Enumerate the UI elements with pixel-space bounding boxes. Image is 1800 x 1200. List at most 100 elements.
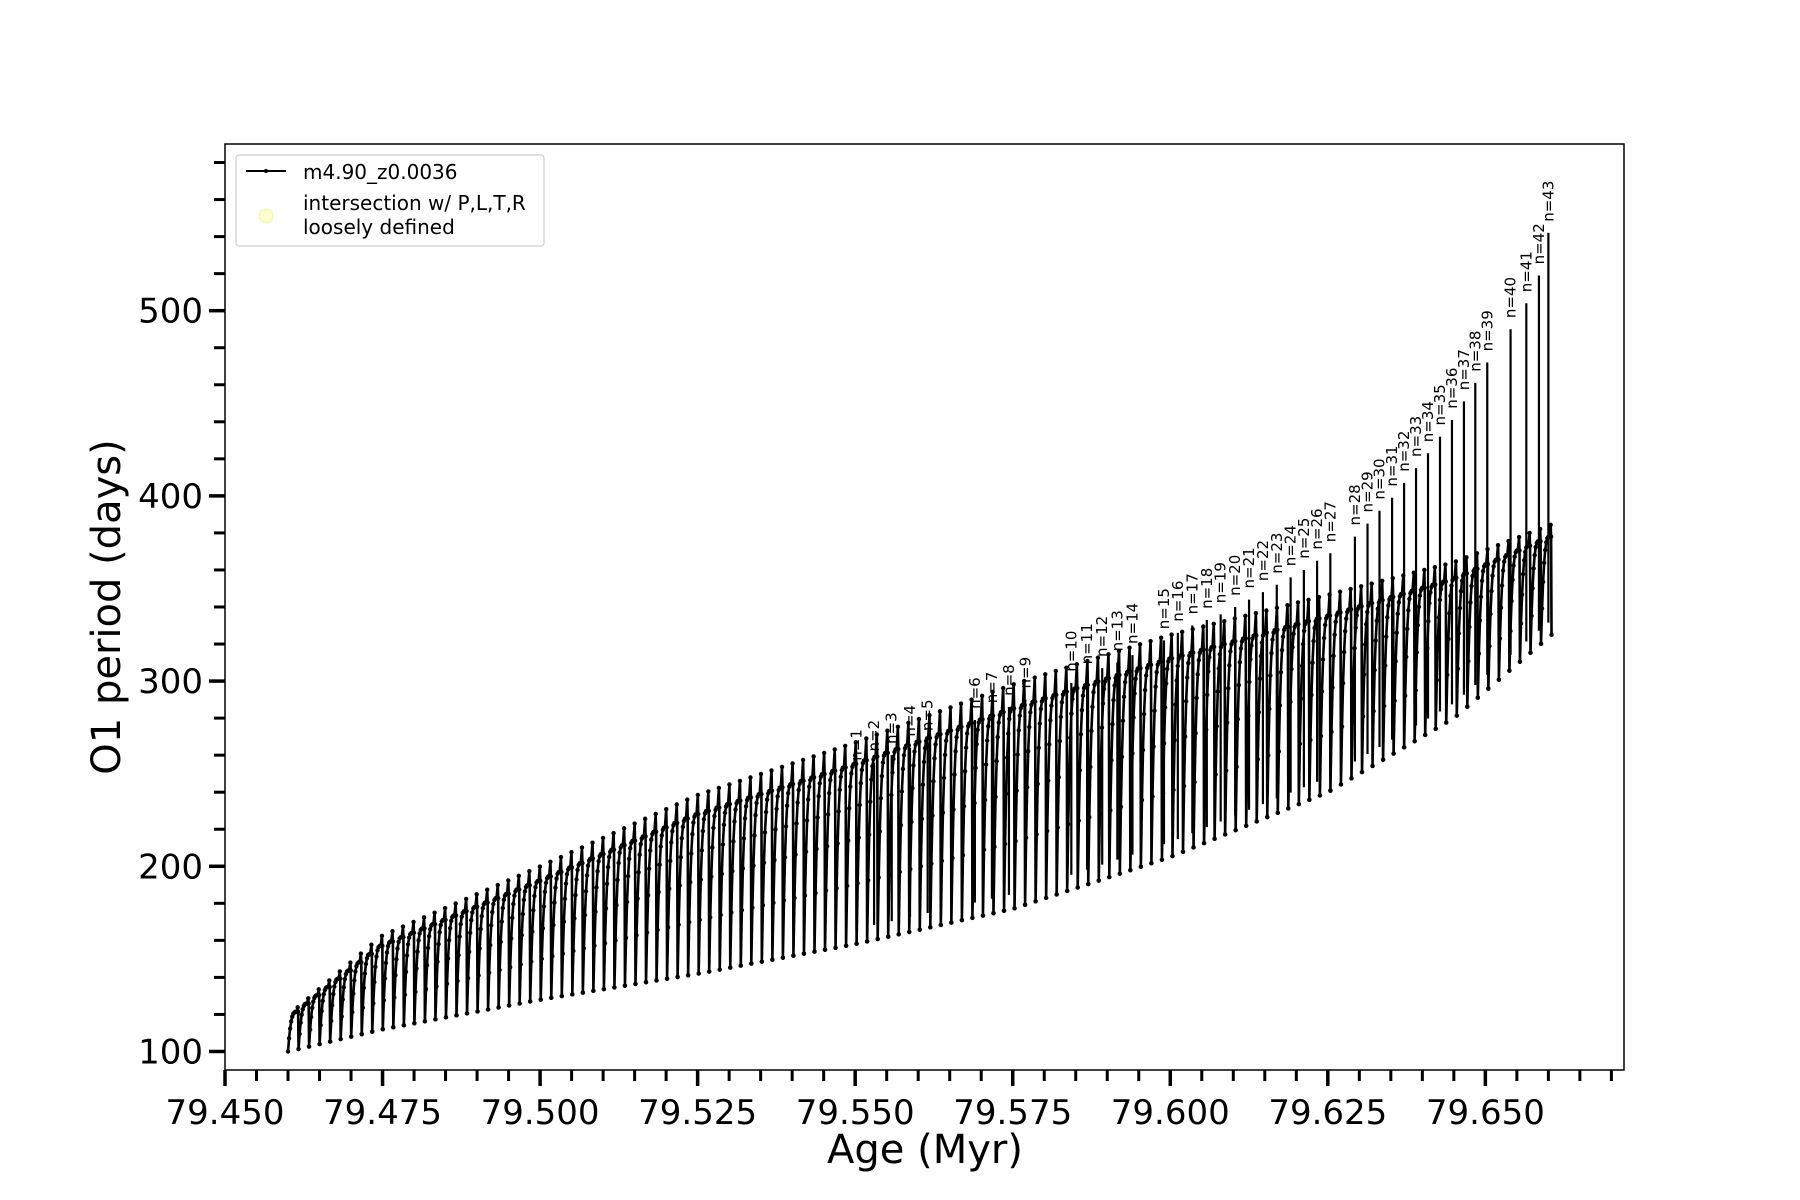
pulse-label: n=23 bbox=[1268, 533, 1286, 574]
series-point bbox=[634, 932, 639, 938]
series-point bbox=[605, 864, 611, 870]
series-point bbox=[1266, 753, 1271, 758]
series-point bbox=[622, 983, 628, 988]
series-point bbox=[1153, 684, 1158, 689]
series-point bbox=[737, 778, 743, 784]
series-point bbox=[527, 882, 532, 888]
series-point bbox=[877, 829, 882, 834]
y-tick-label: 400 bbox=[138, 477, 203, 517]
series-point bbox=[669, 840, 674, 845]
series-point bbox=[601, 986, 607, 992]
series-point bbox=[959, 918, 965, 923]
series-point bbox=[1097, 811, 1103, 816]
series-point bbox=[477, 946, 482, 951]
pulse-label: n=19 bbox=[1212, 562, 1230, 603]
pulse-label: n=7 bbox=[983, 672, 1001, 704]
y-axis-label: O1 period (days) bbox=[84, 439, 130, 774]
series-point bbox=[1032, 675, 1037, 680]
series-point bbox=[635, 896, 640, 901]
series-point bbox=[858, 780, 864, 786]
series-point bbox=[1310, 660, 1315, 665]
series-point bbox=[964, 731, 970, 736]
series-point bbox=[307, 1027, 313, 1032]
series-point bbox=[679, 836, 685, 841]
series-point bbox=[1255, 756, 1260, 762]
x-tick-label: 79.575 bbox=[953, 1093, 1072, 1133]
series-point bbox=[853, 740, 858, 745]
series-point bbox=[1338, 610, 1343, 615]
series-point bbox=[562, 896, 568, 902]
series-point bbox=[754, 800, 759, 806]
series-point bbox=[1296, 621, 1301, 627]
series-point bbox=[1445, 672, 1450, 678]
series-point bbox=[760, 903, 766, 908]
series-point bbox=[1138, 665, 1143, 671]
series-point bbox=[585, 863, 591, 868]
series-point bbox=[1344, 616, 1349, 621]
series-point bbox=[467, 930, 473, 936]
series-point bbox=[569, 865, 575, 870]
series-point bbox=[896, 932, 901, 937]
series-point bbox=[1342, 629, 1348, 634]
series-point bbox=[927, 713, 932, 718]
series-point bbox=[876, 875, 881, 880]
series-point bbox=[823, 888, 829, 893]
series-point bbox=[1179, 629, 1185, 635]
series-point bbox=[1180, 653, 1185, 658]
series-point bbox=[643, 979, 649, 985]
series-point bbox=[1128, 867, 1133, 873]
pulse-label: n=32 bbox=[1395, 431, 1413, 472]
series-point bbox=[659, 833, 665, 838]
series-point bbox=[1090, 704, 1095, 710]
series-point bbox=[1519, 592, 1525, 597]
series-point bbox=[931, 779, 936, 784]
series-point bbox=[370, 1029, 375, 1034]
series-point bbox=[1109, 757, 1114, 763]
series-point bbox=[730, 868, 735, 874]
series-point bbox=[341, 985, 347, 990]
pulse-label: n=22 bbox=[1254, 540, 1272, 581]
series-point bbox=[559, 993, 564, 999]
series-point bbox=[1149, 861, 1154, 866]
x-tick-label: 79.525 bbox=[638, 1093, 757, 1133]
series-point bbox=[539, 956, 544, 962]
series-point bbox=[1057, 738, 1063, 744]
series-point bbox=[299, 1012, 304, 1017]
series-point bbox=[506, 891, 511, 897]
series-point bbox=[901, 753, 907, 758]
series-point bbox=[1254, 819, 1259, 824]
series-point bbox=[1185, 675, 1190, 680]
series-point bbox=[1512, 554, 1517, 559]
series-point bbox=[521, 897, 527, 903]
series-point bbox=[348, 960, 353, 965]
series-point bbox=[954, 734, 959, 740]
series-point bbox=[733, 807, 738, 812]
series-point bbox=[1011, 706, 1017, 711]
series-point bbox=[348, 968, 353, 973]
series-point bbox=[1228, 649, 1233, 654]
series-point bbox=[1548, 534, 1554, 539]
series-point bbox=[721, 822, 727, 827]
series-point bbox=[1237, 660, 1243, 665]
series-point bbox=[742, 816, 748, 821]
series-point bbox=[772, 857, 777, 863]
series-point bbox=[677, 883, 682, 888]
legend-line-marker bbox=[264, 169, 268, 173]
series-point bbox=[783, 824, 789, 829]
series-point bbox=[993, 794, 998, 800]
series-point bbox=[435, 959, 440, 964]
series-point bbox=[496, 1005, 501, 1010]
series-point bbox=[604, 881, 610, 886]
series-point bbox=[1075, 885, 1080, 890]
series-point bbox=[969, 697, 974, 702]
series-point bbox=[1264, 630, 1270, 635]
series-point bbox=[533, 884, 538, 890]
series-point bbox=[845, 838, 851, 843]
series-point bbox=[1079, 708, 1085, 713]
series-point bbox=[979, 693, 985, 699]
series-point bbox=[664, 825, 669, 830]
series-point bbox=[1256, 710, 1262, 715]
series-point bbox=[975, 727, 980, 733]
y-tick-label: 300 bbox=[138, 662, 203, 702]
series-point bbox=[1194, 695, 1199, 701]
